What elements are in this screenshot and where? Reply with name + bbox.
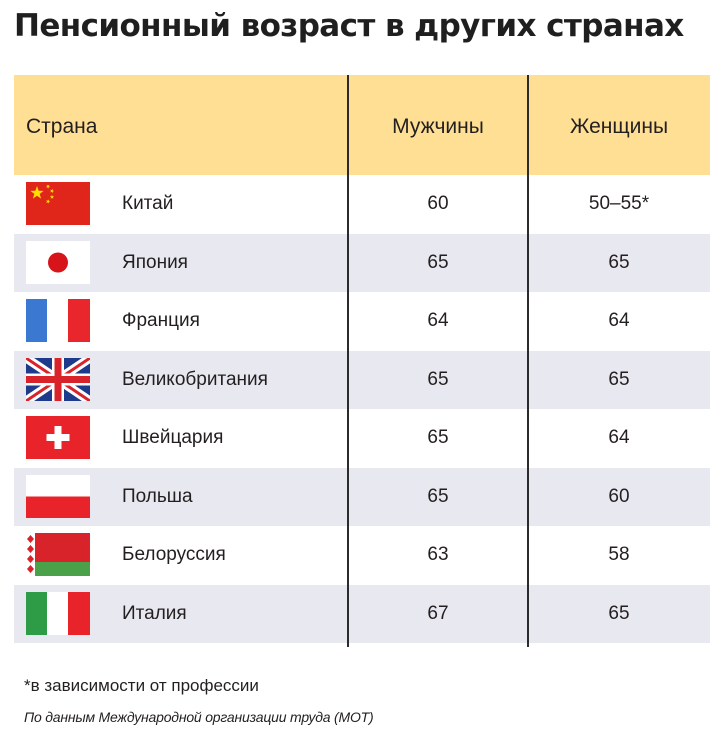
table-row: Белоруссия 63 58 [14,526,710,585]
women-retirement-age: 65 [608,368,630,390]
table-row: Япония 65 65 [14,233,710,292]
men-retirement-age: 65 [427,485,449,507]
women-retirement-age: 64 [608,310,630,331]
uk-flag-icon [26,357,90,401]
footnote: *в зависимости от профессии [24,676,259,695]
column-header-country: Страна [26,115,98,138]
men-retirement-age: 63 [427,544,449,565]
column-header-men: Мужчины [392,115,484,138]
retirement-age-table: Страна Мужчины Женщины Китай 60 50–55* Япон… [14,75,710,647]
page-title: Пенсионный возраст в других странах [14,8,684,44]
column-divider-2 [527,75,529,647]
men-retirement-age: 65 [427,368,449,390]
table-body: Китай 60 50–55* Япония 65 65 Франция 64 64 Велико… [14,175,710,643]
table-row: Великобритания 65 65 [14,350,710,409]
table-row: Китай 60 50–55* [14,175,710,234]
women-retirement-age: 58 [608,544,630,565]
country-name: Италия [122,602,187,624]
column-header-women: Женщины [569,115,669,138]
women-retirement-age: 50–55* [588,193,650,214]
men-retirement-age: 67 [427,602,449,624]
switzerland-flag-icon [26,416,90,459]
column-divider-1 [347,75,349,647]
japan-flag-icon [26,240,90,284]
men-retirement-age: 65 [427,427,449,448]
country-name: Франция [122,310,200,331]
men-retirement-age: 60 [427,193,449,214]
country-name: Польша [122,485,193,507]
table-row: Польша 65 60 [14,467,710,526]
country-name: Япония [122,251,188,273]
women-retirement-age: 65 [608,251,630,273]
belarus-flag-icon [26,533,90,576]
poland-flag-icon [26,474,90,518]
men-retirement-age: 64 [427,310,449,331]
table-row: Италия 67 65 [14,584,710,643]
women-retirement-age: 65 [608,602,630,624]
china-flag-icon [26,182,90,225]
source-note: По данным Международной организации труд… [24,709,374,725]
country-name: Белоруссия [122,544,226,565]
table-row: Швейцария 65 64 [14,409,710,468]
country-name: Швейцария [122,427,224,448]
table-row: Франция 64 64 [14,292,710,351]
women-retirement-age: 64 [608,427,630,448]
france-flag-icon [26,299,90,342]
women-retirement-age: 60 [608,485,630,507]
country-name: Великобритания [122,368,268,390]
men-retirement-age: 65 [427,251,449,273]
country-name: Китай [122,193,174,214]
table-header: Страна Мужчины Женщины [14,75,710,175]
italy-flag-icon [26,591,90,635]
